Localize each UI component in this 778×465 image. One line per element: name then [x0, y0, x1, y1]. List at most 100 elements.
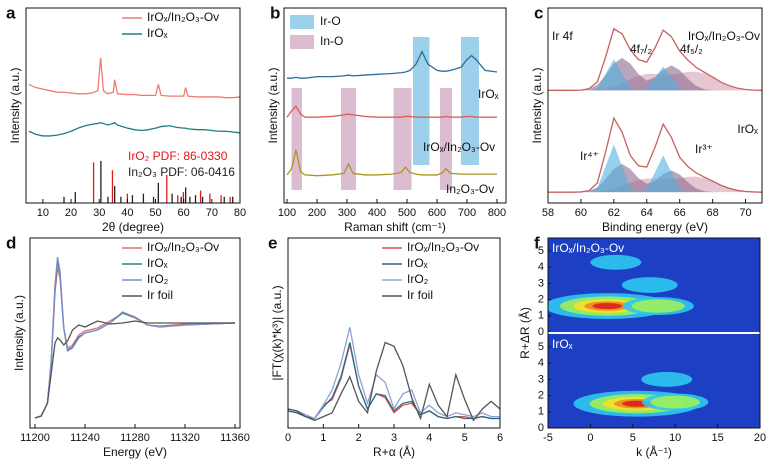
plot-area — [34, 256, 236, 419]
x-tick-label: 10 — [37, 207, 49, 219]
y-axis-label: Intensity (a.u.) — [12, 295, 26, 371]
legend-swatch — [290, 35, 314, 49]
x-tick-label: 70 — [206, 207, 218, 219]
panel-label: d — [6, 233, 16, 252]
contour — [641, 371, 693, 387]
x-tick-label: 5 — [462, 432, 468, 444]
x-tick-label: 0 — [587, 432, 593, 444]
subplot-label: IrOₓ — [552, 337, 573, 351]
axes-frame — [287, 237, 501, 429]
x-tick-label: 40 — [121, 207, 133, 219]
x-tick-label: 6 — [497, 432, 503, 444]
y-tick-label: 0 — [538, 422, 544, 434]
x-tick-label: 20 — [65, 207, 77, 219]
wavelet-peak — [621, 277, 678, 293]
x-tick-label: -5 — [543, 432, 553, 444]
x-tick-label: 58 — [542, 207, 554, 219]
legend-label: IrO₂ — [407, 272, 429, 286]
x-tick-label: 11240 — [70, 432, 100, 444]
series-label: In₂O₃-Ov — [446, 182, 494, 196]
plot-area — [28, 57, 240, 203]
annotation: 4f₇/₂ — [630, 42, 652, 56]
y-tick-label: 1 — [538, 406, 544, 418]
x-tick-label: 800 — [488, 207, 506, 219]
y-axis-label: Intensity (a.u.) — [8, 67, 22, 143]
band — [341, 88, 356, 190]
x-tick-label: 200 — [308, 207, 326, 219]
legend-swatch — [290, 15, 314, 29]
series-line — [288, 341, 500, 422]
contour — [592, 303, 623, 310]
x-tick-label: 0 — [285, 432, 291, 444]
plot-area — [548, 238, 760, 428]
annotation: 4f₅/₂ — [680, 42, 703, 56]
wavelet-peak — [642, 393, 709, 411]
series-line — [34, 320, 235, 419]
component-area — [548, 144, 762, 193]
x-tick-label: 11360 — [220, 432, 250, 444]
band — [461, 37, 479, 165]
series-line — [34, 256, 236, 419]
series-line — [286, 149, 497, 177]
x-axis-label: k (Å⁻¹) — [636, 444, 672, 459]
legend-label: Ir foil — [147, 288, 173, 302]
y-tick-label: 3 — [538, 373, 544, 385]
x-tick-label: 11280 — [120, 432, 150, 444]
panel-label: c — [534, 3, 543, 22]
wavelet-peak — [622, 297, 694, 316]
legend-label: IrOₓ/In₂O₃-Ov — [147, 10, 219, 24]
y-tick-label: 5 — [538, 341, 544, 353]
axes-frame — [29, 237, 241, 429]
annotation: Ir⁴⁺ — [580, 149, 599, 163]
legend-label: IrOₓ — [407, 256, 428, 270]
x-tick-label: 500 — [398, 207, 416, 219]
component-area — [548, 59, 762, 91]
x-tick-label: 64 — [641, 207, 653, 219]
x-axis-label: R+α (Å) — [373, 444, 415, 459]
x-tick-label: 70 — [739, 207, 751, 219]
legend-label: IrOₓ/In₂O₃-Ov — [407, 240, 479, 254]
series-label: IrOₓ/In₂O₃-Ov — [423, 140, 495, 154]
x-tick-label: 11200 — [20, 432, 50, 444]
annotation: IrOₓ/In₂O₃-Ov — [688, 29, 760, 43]
x-tick-label: 66 — [674, 207, 686, 219]
x-tick-label: 4 — [426, 432, 432, 444]
y-tick-label: 2 — [538, 389, 544, 401]
axes-frame — [547, 237, 761, 429]
panel-label: e — [268, 233, 277, 252]
plot-area — [286, 37, 498, 190]
x-axis-label: Binding energy (eV) — [602, 220, 708, 234]
band — [393, 88, 412, 190]
annotation: Ir³⁺ — [695, 142, 713, 156]
y-tick-label: 5 — [538, 245, 544, 257]
plot-area — [548, 27, 762, 193]
y-tick-label: 3 — [538, 277, 544, 289]
x-axis-label: 2θ (degree) — [102, 220, 164, 234]
contour — [621, 277, 678, 293]
y-tick-label: 2 — [538, 293, 544, 305]
legend-label: IrOₓ/In₂O₃-Ov — [147, 240, 219, 254]
contour — [650, 395, 700, 409]
axes-frame — [547, 7, 763, 204]
annotation: IrOₓ — [737, 122, 758, 136]
legend-label: Ir-O — [320, 14, 341, 28]
plot-area — [288, 327, 500, 422]
contour — [590, 254, 642, 270]
panel-label: f — [534, 233, 540, 252]
legend-label: IrO₂ — [147, 272, 169, 286]
panel-label: a — [6, 3, 16, 22]
x-tick-label: 50 — [149, 207, 161, 219]
contour — [631, 299, 685, 313]
y-tick-label: 0 — [538, 326, 544, 338]
y-tick-label: 1 — [538, 310, 544, 322]
band — [291, 88, 302, 190]
legend-label: In-O — [320, 34, 343, 48]
x-axis-label: Raman shift (cm⁻¹) — [344, 220, 446, 234]
x-tick-label: 3 — [391, 432, 397, 444]
panel-label: b — [270, 3, 280, 22]
legend-label: Ir foil — [407, 288, 433, 302]
series-line — [548, 116, 762, 193]
x-tick-label: 5 — [630, 432, 636, 444]
x-tick-label: 300 — [338, 207, 356, 219]
